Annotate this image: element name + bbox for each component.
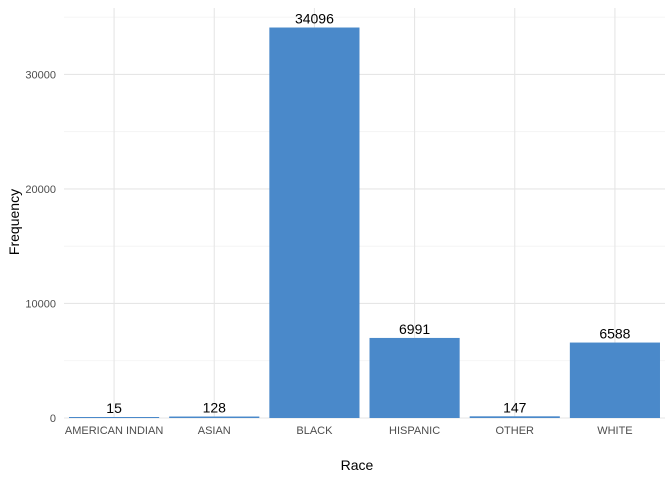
bar-asian [169,416,260,418]
x-tick-label: AMERICAN INDIAN [65,425,163,437]
x-axis-title: Race [341,457,374,473]
y-axis-ticks: 0 10000 20000 30000 [25,69,56,425]
y-tick-label: 30000 [25,69,56,81]
data-label: 6588 [599,326,630,342]
bar-other [469,416,560,418]
x-axis-ticks: AMERICAN INDIAN ASIAN BLACK HISPANIC OTHER WH… [65,425,633,437]
x-tick-label: WHITE [597,425,632,437]
x-tick-label: HISPANIC [389,425,440,437]
bar-hispanic [369,337,460,418]
data-label: 34096 [295,11,334,27]
x-tick-label: ASIAN [198,425,231,437]
data-label: 147 [503,399,527,415]
data-label: 6991 [399,321,430,337]
x-tick-label: OTHER [496,425,535,437]
x-tick-label: BLACK [296,425,333,437]
bar-white [569,342,660,418]
data-label: 128 [203,400,227,416]
data-label: 15 [106,400,122,416]
y-tick-label: 0 [50,413,56,425]
y-tick-label: 20000 [25,184,56,196]
bars [69,27,660,419]
bar-black [269,27,360,419]
bar-american-indian [69,417,160,418]
data-labels: 15 128 34096 6991 147 6588 [106,11,630,416]
y-axis-title: Frequency [6,189,22,255]
y-tick-label: 10000 [25,298,56,310]
